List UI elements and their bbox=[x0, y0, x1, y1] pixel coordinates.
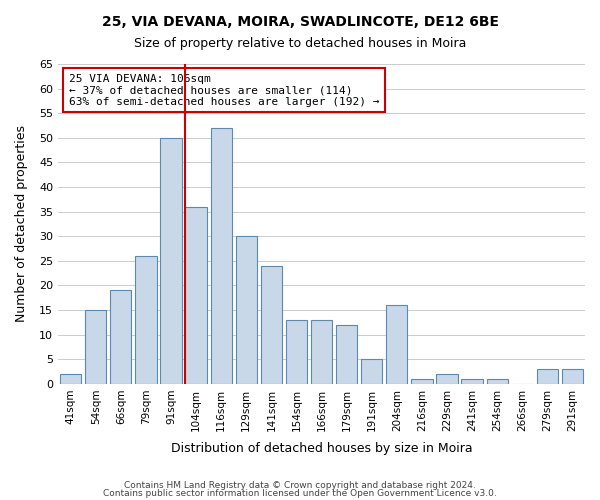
Bar bbox=[436, 374, 458, 384]
Bar bbox=[261, 266, 282, 384]
Bar bbox=[110, 290, 131, 384]
Bar bbox=[361, 360, 382, 384]
Bar bbox=[160, 138, 182, 384]
Bar bbox=[487, 379, 508, 384]
Bar bbox=[85, 310, 106, 384]
X-axis label: Distribution of detached houses by size in Moira: Distribution of detached houses by size … bbox=[171, 442, 472, 455]
Bar bbox=[286, 320, 307, 384]
Bar bbox=[135, 256, 157, 384]
Bar bbox=[185, 206, 207, 384]
Bar bbox=[211, 128, 232, 384]
Text: Contains public sector information licensed under the Open Government Licence v3: Contains public sector information licen… bbox=[103, 488, 497, 498]
Bar bbox=[537, 369, 558, 384]
Bar bbox=[236, 236, 257, 384]
Bar bbox=[461, 379, 483, 384]
Bar bbox=[562, 369, 583, 384]
Bar bbox=[411, 379, 433, 384]
Text: 25 VIA DEVANA: 106sqm
← 37% of detached houses are smaller (114)
63% of semi-det: 25 VIA DEVANA: 106sqm ← 37% of detached … bbox=[68, 74, 379, 107]
Bar bbox=[336, 325, 358, 384]
Text: Size of property relative to detached houses in Moira: Size of property relative to detached ho… bbox=[134, 38, 466, 51]
Bar bbox=[311, 320, 332, 384]
Bar bbox=[386, 305, 407, 384]
Text: Contains HM Land Registry data © Crown copyright and database right 2024.: Contains HM Land Registry data © Crown c… bbox=[124, 481, 476, 490]
Text: 25, VIA DEVANA, MOIRA, SWADLINCOTE, DE12 6BE: 25, VIA DEVANA, MOIRA, SWADLINCOTE, DE12… bbox=[101, 15, 499, 29]
Y-axis label: Number of detached properties: Number of detached properties bbox=[15, 126, 28, 322]
Bar bbox=[60, 374, 82, 384]
